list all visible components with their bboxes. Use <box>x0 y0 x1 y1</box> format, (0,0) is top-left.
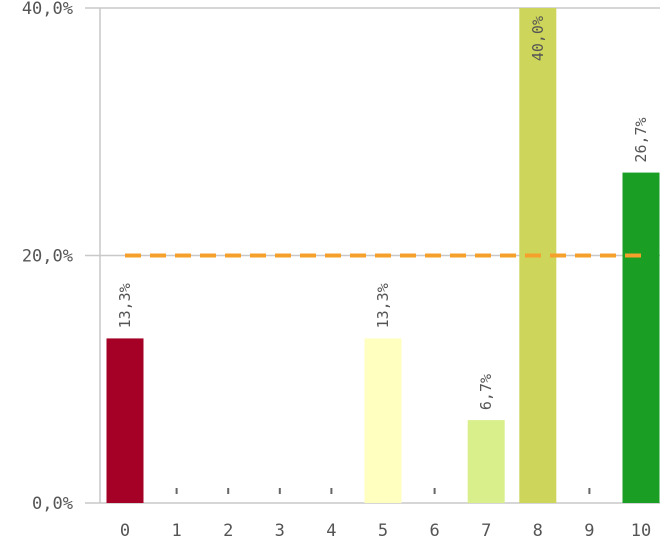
bars <box>106 8 660 503</box>
x-tick-label: 8 <box>533 521 543 541</box>
data-label: 13,3% <box>116 283 134 328</box>
x-tick-label: 2 <box>223 521 233 541</box>
bar <box>106 338 144 503</box>
x-tick-label: 4 <box>326 521 336 541</box>
data-label: 40,0% <box>529 16 547 61</box>
y-tick-label: 40,0% <box>22 0 73 19</box>
x-tick-label: 5 <box>378 521 388 541</box>
bar <box>622 172 660 503</box>
labels: 0,0% 20,0% 40,0% 13,3% 0 1 2 3 4 13,3% 5 6 6,7% 7 40,0… <box>22 0 651 541</box>
x-tick-label: 9 <box>584 521 594 541</box>
x-tick-label: 0 <box>120 521 130 541</box>
x-tick-label: 3 <box>275 521 285 541</box>
bar <box>364 338 402 503</box>
x-tick-label: 1 <box>171 521 181 541</box>
y-tick-label: 0,0% <box>32 494 73 514</box>
data-label: 6,7% <box>477 374 495 410</box>
y-tick-label: 20,0% <box>22 247 73 267</box>
data-label: 13,3% <box>374 283 392 328</box>
x-tick-label: 7 <box>481 521 491 541</box>
x-tick-label: 10 <box>631 521 651 541</box>
data-label: 26,7% <box>632 117 650 162</box>
x-tick-label: 6 <box>429 521 439 541</box>
bar <box>467 420 505 503</box>
